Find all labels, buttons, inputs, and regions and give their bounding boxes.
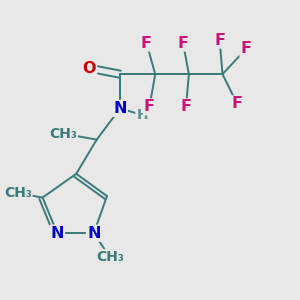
Text: O: O [83,61,96,76]
Text: N: N [87,226,101,241]
Text: H: H [136,108,148,122]
Text: F: F [144,99,155,114]
Text: F: F [240,41,251,56]
Text: CH₃: CH₃ [96,250,124,264]
Text: N: N [50,226,64,241]
Text: F: F [232,96,243,111]
Text: F: F [181,99,191,114]
Text: F: F [178,35,188,50]
Text: CH₃: CH₃ [49,127,77,141]
Text: N: N [113,101,127,116]
Text: F: F [214,32,225,47]
Text: F: F [141,35,152,50]
Text: CH₃: CH₃ [4,186,32,200]
